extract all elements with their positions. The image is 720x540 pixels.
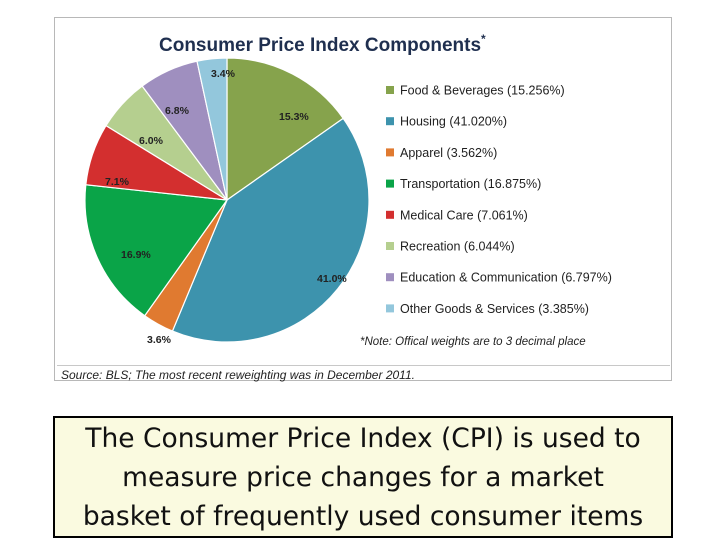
pie-slice xyxy=(171,117,370,343)
chart-title-text: Consumer Price Index Components xyxy=(159,35,481,56)
legend-label: Education & Communication (6.797%) xyxy=(400,271,612,285)
chart-source: Source: BLS; The most recent reweighting… xyxy=(57,365,670,382)
legend-swatch xyxy=(386,210,394,219)
slice-data-label: 6.0% xyxy=(139,135,164,147)
legend-label: Medical Care (7.061%) xyxy=(400,208,528,222)
pie-slices xyxy=(84,57,370,343)
legend-label: Recreation (6.044%) xyxy=(400,240,515,254)
slice-data-label: 16.9% xyxy=(121,249,151,261)
slice-data-label: 6.8% xyxy=(165,105,190,117)
legend-swatch xyxy=(386,86,394,94)
slice-data-label: 41.0% xyxy=(317,273,347,285)
chart-title: Consumer Price Index Components* xyxy=(159,32,486,56)
legend-swatch xyxy=(386,273,394,282)
legend-swatch xyxy=(386,179,394,188)
caption-line-2: measure price changes for a market xyxy=(122,462,604,493)
caption-box: The Consumer Price Index (CPI) is used t… xyxy=(53,416,673,538)
svg-text:Consumer Price Index Component: Consumer Price Index Components* xyxy=(159,32,486,56)
caption-line-1: The Consumer Price Index (CPI) is used t… xyxy=(85,423,641,454)
legend-swatch xyxy=(386,304,394,313)
legend-label: Transportation (16.875%) xyxy=(400,177,541,191)
slice-data-label: 15.3% xyxy=(279,111,309,123)
legend-swatch xyxy=(386,148,394,157)
pie-slice xyxy=(196,57,228,201)
legend-label: Housing (41.020%) xyxy=(400,115,507,129)
caption-line-3: basket of frequently used consumer items xyxy=(82,501,644,532)
chart-legend: Food & Beverages (15.256%) Housing (41.02… xyxy=(386,84,612,316)
chart-panel: Consumer Price Index Components* 15.3% 41… xyxy=(54,17,672,382)
chart-note: *Note: Offical weights are to 3 decimal … xyxy=(360,336,586,348)
pie-slice xyxy=(84,184,229,317)
pie-chart: Consumer Price Index Components* 15.3% 41… xyxy=(84,32,612,348)
legend-label: Apparel (3.562%) xyxy=(400,146,497,160)
legend-label: Other Goods & Services (3.385%) xyxy=(400,302,589,316)
legend-swatch xyxy=(386,242,394,250)
slice-data-label: 3.4% xyxy=(211,68,236,80)
pie-slice xyxy=(226,57,345,202)
legend-swatch xyxy=(386,117,394,126)
chart-title-marker: * xyxy=(481,32,486,46)
pie-slice-labels: 15.3% 41.0% 3.6% 16.9% 7.1% 6.0% 6.8% 3.4% xyxy=(105,68,347,346)
slice-data-label: 7.1% xyxy=(105,176,130,188)
legend-label: Food & Beverages (15.256%) xyxy=(400,84,565,98)
slice-data-label: 3.6% xyxy=(147,334,172,346)
